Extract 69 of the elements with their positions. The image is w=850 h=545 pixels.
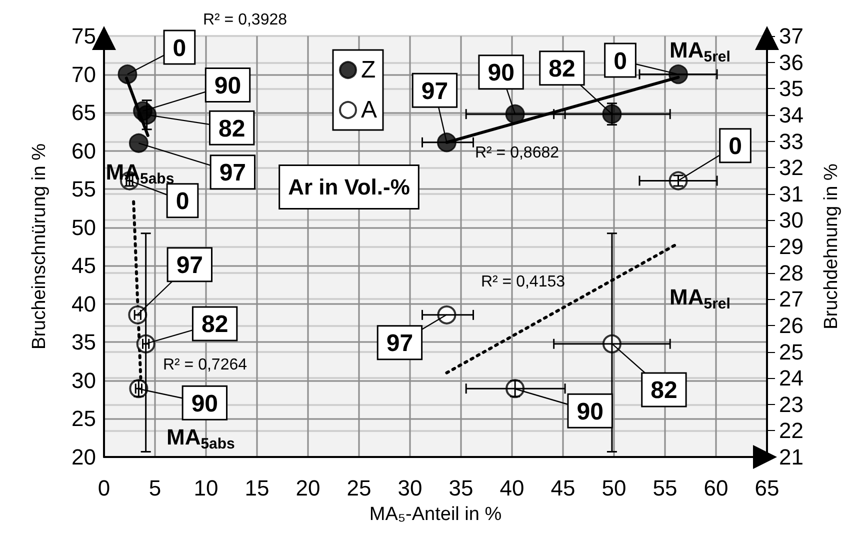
annotation: 90 bbox=[576, 398, 604, 426]
x-tick-label: 0 bbox=[98, 476, 110, 500]
annotation: 90 bbox=[191, 390, 218, 418]
y2-tick-label: 22 bbox=[779, 418, 804, 444]
annotation: 97 bbox=[219, 160, 246, 187]
annotation: 82 bbox=[218, 115, 246, 142]
x-tick-label: 30 bbox=[398, 476, 422, 500]
y2-tick-label: 23 bbox=[779, 392, 804, 417]
y2-tick-label: 28 bbox=[779, 260, 804, 286]
x-tick-label: 50 bbox=[602, 476, 626, 500]
x-tick-label: 65 bbox=[754, 476, 780, 500]
annotation: 82 bbox=[201, 311, 228, 338]
y2-tick-label: 36 bbox=[779, 50, 804, 75]
x-tick-label: 20 bbox=[296, 476, 320, 500]
y-tick-label: 65 bbox=[72, 100, 96, 126]
x-tick-label: 45 bbox=[550, 476, 576, 500]
y2-tick-label: 32 bbox=[779, 155, 804, 180]
annotation: 97 bbox=[421, 78, 448, 105]
x-tick-label: 55 bbox=[652, 476, 678, 500]
x-tick-label: 10 bbox=[194, 476, 218, 500]
x-tick-label: 40 bbox=[500, 476, 524, 500]
y2-tick-label: 25 bbox=[779, 339, 804, 364]
text: R² = 0,3928 bbox=[202, 12, 288, 28]
y2-tick-label: 37 bbox=[779, 24, 804, 48]
y2-tick-label: 26 bbox=[779, 312, 804, 338]
annotation: 90 bbox=[488, 60, 514, 87]
x-tick-label: 35 bbox=[448, 476, 474, 500]
annotation: Ar in Vol.-% bbox=[288, 174, 410, 200]
y2-tick-label: 30 bbox=[779, 208, 804, 233]
annotation: R² = 0,7264 bbox=[162, 356, 248, 374]
y-tick-label: 55 bbox=[72, 176, 96, 202]
annotation: 0 bbox=[176, 188, 190, 216]
annotation: 82 bbox=[548, 56, 576, 83]
annotation: 97 bbox=[176, 252, 204, 280]
y-tick-label: 25 bbox=[72, 406, 96, 432]
annotation: 97 bbox=[386, 330, 414, 358]
annotation: 0 bbox=[728, 133, 742, 160]
annotation: R² = 0,8682 bbox=[474, 144, 560, 162]
y-tick-label: 40 bbox=[72, 291, 96, 316]
y-tick-label: 30 bbox=[72, 368, 96, 393]
x-tick-label: 15 bbox=[244, 476, 270, 500]
x-tick-label: 5 bbox=[148, 476, 162, 500]
annotation: 90 bbox=[214, 72, 242, 100]
annotation: 82 bbox=[650, 377, 678, 404]
annotation: R² = 0,4153 bbox=[480, 274, 566, 290]
y2-tick-label: 21 bbox=[779, 444, 804, 470]
annotation: 0 bbox=[614, 48, 627, 75]
y2-tick-label: 34 bbox=[779, 102, 804, 128]
y2-tick-label: 29 bbox=[779, 234, 804, 259]
y-tick-label: 45 bbox=[72, 253, 96, 278]
y2-axis-title: Bruchdehnung in % bbox=[821, 163, 842, 330]
y-tick-label: 75 bbox=[72, 24, 96, 48]
legend-label: A bbox=[361, 96, 378, 124]
y-axis-title: Brucheinschnürung in % bbox=[29, 143, 50, 350]
x-tick-label: 60 bbox=[704, 476, 728, 500]
y-tick-label: 35 bbox=[72, 330, 96, 355]
legend-label: Z bbox=[361, 56, 376, 84]
y2-tick-label: 33 bbox=[779, 128, 804, 154]
y2-tick-label: 24 bbox=[779, 366, 804, 391]
annotation: 0 bbox=[172, 34, 186, 62]
y2-tick-label: 31 bbox=[779, 181, 804, 206]
y2-tick-label: 27 bbox=[779, 286, 804, 312]
y-tick-label: 20 bbox=[72, 444, 96, 470]
y-tick-label: 50 bbox=[72, 214, 96, 240]
y-tick-label: 70 bbox=[72, 62, 96, 87]
y2-tick-label: 35 bbox=[779, 76, 804, 102]
x-axis-title: MA₅-Anteil in % bbox=[369, 504, 502, 525]
x-tick-label: 25 bbox=[346, 476, 372, 500]
y-tick-label: 60 bbox=[72, 138, 96, 164]
